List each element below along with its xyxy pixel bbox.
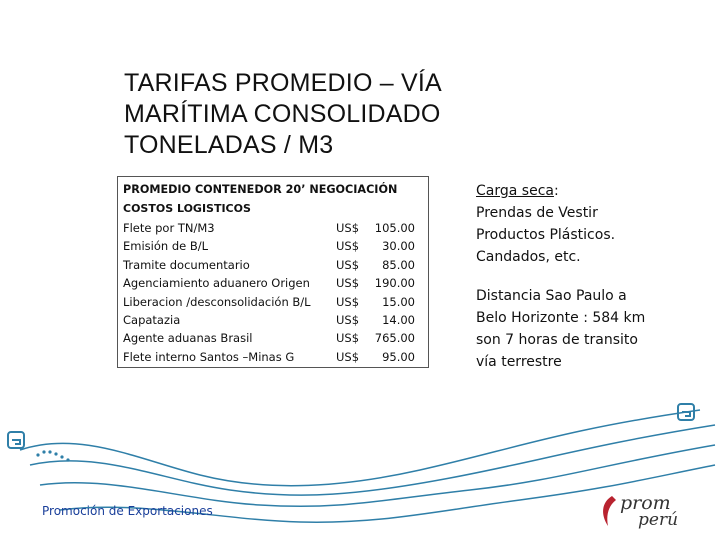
title-line-1: TARIFAS PROMEDIO – VÍA <box>124 69 442 97</box>
logo-word-prom: prom <box>620 492 671 514</box>
table-row: Emisión de B/L US$ 30.00 <box>123 239 423 257</box>
table-subheader: COSTOS LOGISTICOS <box>123 202 251 215</box>
cargo-line-3: Candados, etc. <box>476 249 581 265</box>
table-row: Flete interno Santos –Minas G US$ 95.00 <box>123 350 423 368</box>
row-label: Flete interno Santos –Minas G <box>123 349 295 364</box>
table-row: Capatazia US$ 14.00 <box>123 313 423 331</box>
row-amount: 15.00 <box>382 294 415 309</box>
row-label: Tramite documentario <box>123 257 250 272</box>
distance-line-1: Distancia Sao Paulo a <box>476 288 627 304</box>
table-header: PROMEDIO CONTENEDOR 20’ NEGOCIACIÓN <box>123 183 398 196</box>
footer-text: Promoción de Exportaciones <box>42 504 213 518</box>
cost-table: PROMEDIO CONTENEDOR 20’ NEGOCIACIÓN COST… <box>117 176 429 368</box>
logo-word-peru: perú <box>638 510 679 530</box>
table-row: Agenciamiento aduanero Origen US$ 190.00 <box>123 276 423 294</box>
title-line-2: MARÍTIMA CONSOLIDADO <box>124 100 441 128</box>
row-currency: US$ <box>336 257 360 272</box>
distance-note: Distancia Sao Paulo a Belo Horizonte : 5… <box>476 285 645 373</box>
row-label: Capatazia <box>123 313 181 327</box>
spiral-icon <box>7 431 25 449</box>
row-currency: US$ <box>336 276 360 291</box>
cargo-line-2: Productos Plásticos. <box>476 227 616 243</box>
cargo-note: Carga seca: Prendas de Vestir Productos … <box>476 180 615 268</box>
row-label: Flete por TN/M3 <box>123 221 215 235</box>
distance-line-3: son 7 horas de transito <box>476 332 638 348</box>
decorative-wave-lines <box>7 403 716 523</box>
row-label: Liberacion /desconsolidación B/L <box>123 294 311 309</box>
table-row: Tramite documentario US$ 85.00 <box>123 258 423 276</box>
row-amount: 765.00 <box>374 331 415 346</box>
row-currency: US$ <box>336 331 360 346</box>
slide-title: TARIFAS PROMEDIO – VÍA MARÍTIMA CONSOLID… <box>124 68 544 161</box>
title-line-3: TONELADAS / M3 <box>124 131 334 159</box>
row-currency: US$ <box>336 221 360 235</box>
cargo-heading: Carga seca <box>476 183 554 199</box>
row-label: Emisión de B/L <box>123 239 209 254</box>
distance-line-4: vía terrestre <box>476 354 562 370</box>
cargo-colon: : <box>553 183 559 199</box>
row-amount: 85.00 <box>382 257 415 272</box>
row-currency: US$ <box>336 349 360 364</box>
row-currency: US$ <box>336 239 360 254</box>
row-amount: 95.00 <box>382 349 415 364</box>
table-row: Flete por TN/M3 US$ 105.00 <box>123 221 423 239</box>
row-amount: 30.00 <box>382 239 415 254</box>
logo-mark-icon <box>603 496 616 526</box>
cargo-line-1: Prendas de Vestir <box>476 205 598 221</box>
table-row: Liberacion /desconsolidación B/L US$ 15.00 <box>123 295 423 313</box>
row-currency: US$ <box>336 294 360 309</box>
table-row: Agente aduanas Brasil US$ 765.00 <box>123 331 423 349</box>
row-currency: US$ <box>336 313 360 327</box>
row-label: Agenciamiento aduanero Origen <box>123 276 310 291</box>
distance-line-2: Belo Horizonte : 584 km <box>476 310 646 326</box>
row-amount: 14.00 <box>382 313 415 327</box>
row-amount: 105.00 <box>374 221 415 235</box>
row-label: Agente aduanas Brasil <box>123 331 253 346</box>
row-amount: 190.00 <box>374 276 415 291</box>
